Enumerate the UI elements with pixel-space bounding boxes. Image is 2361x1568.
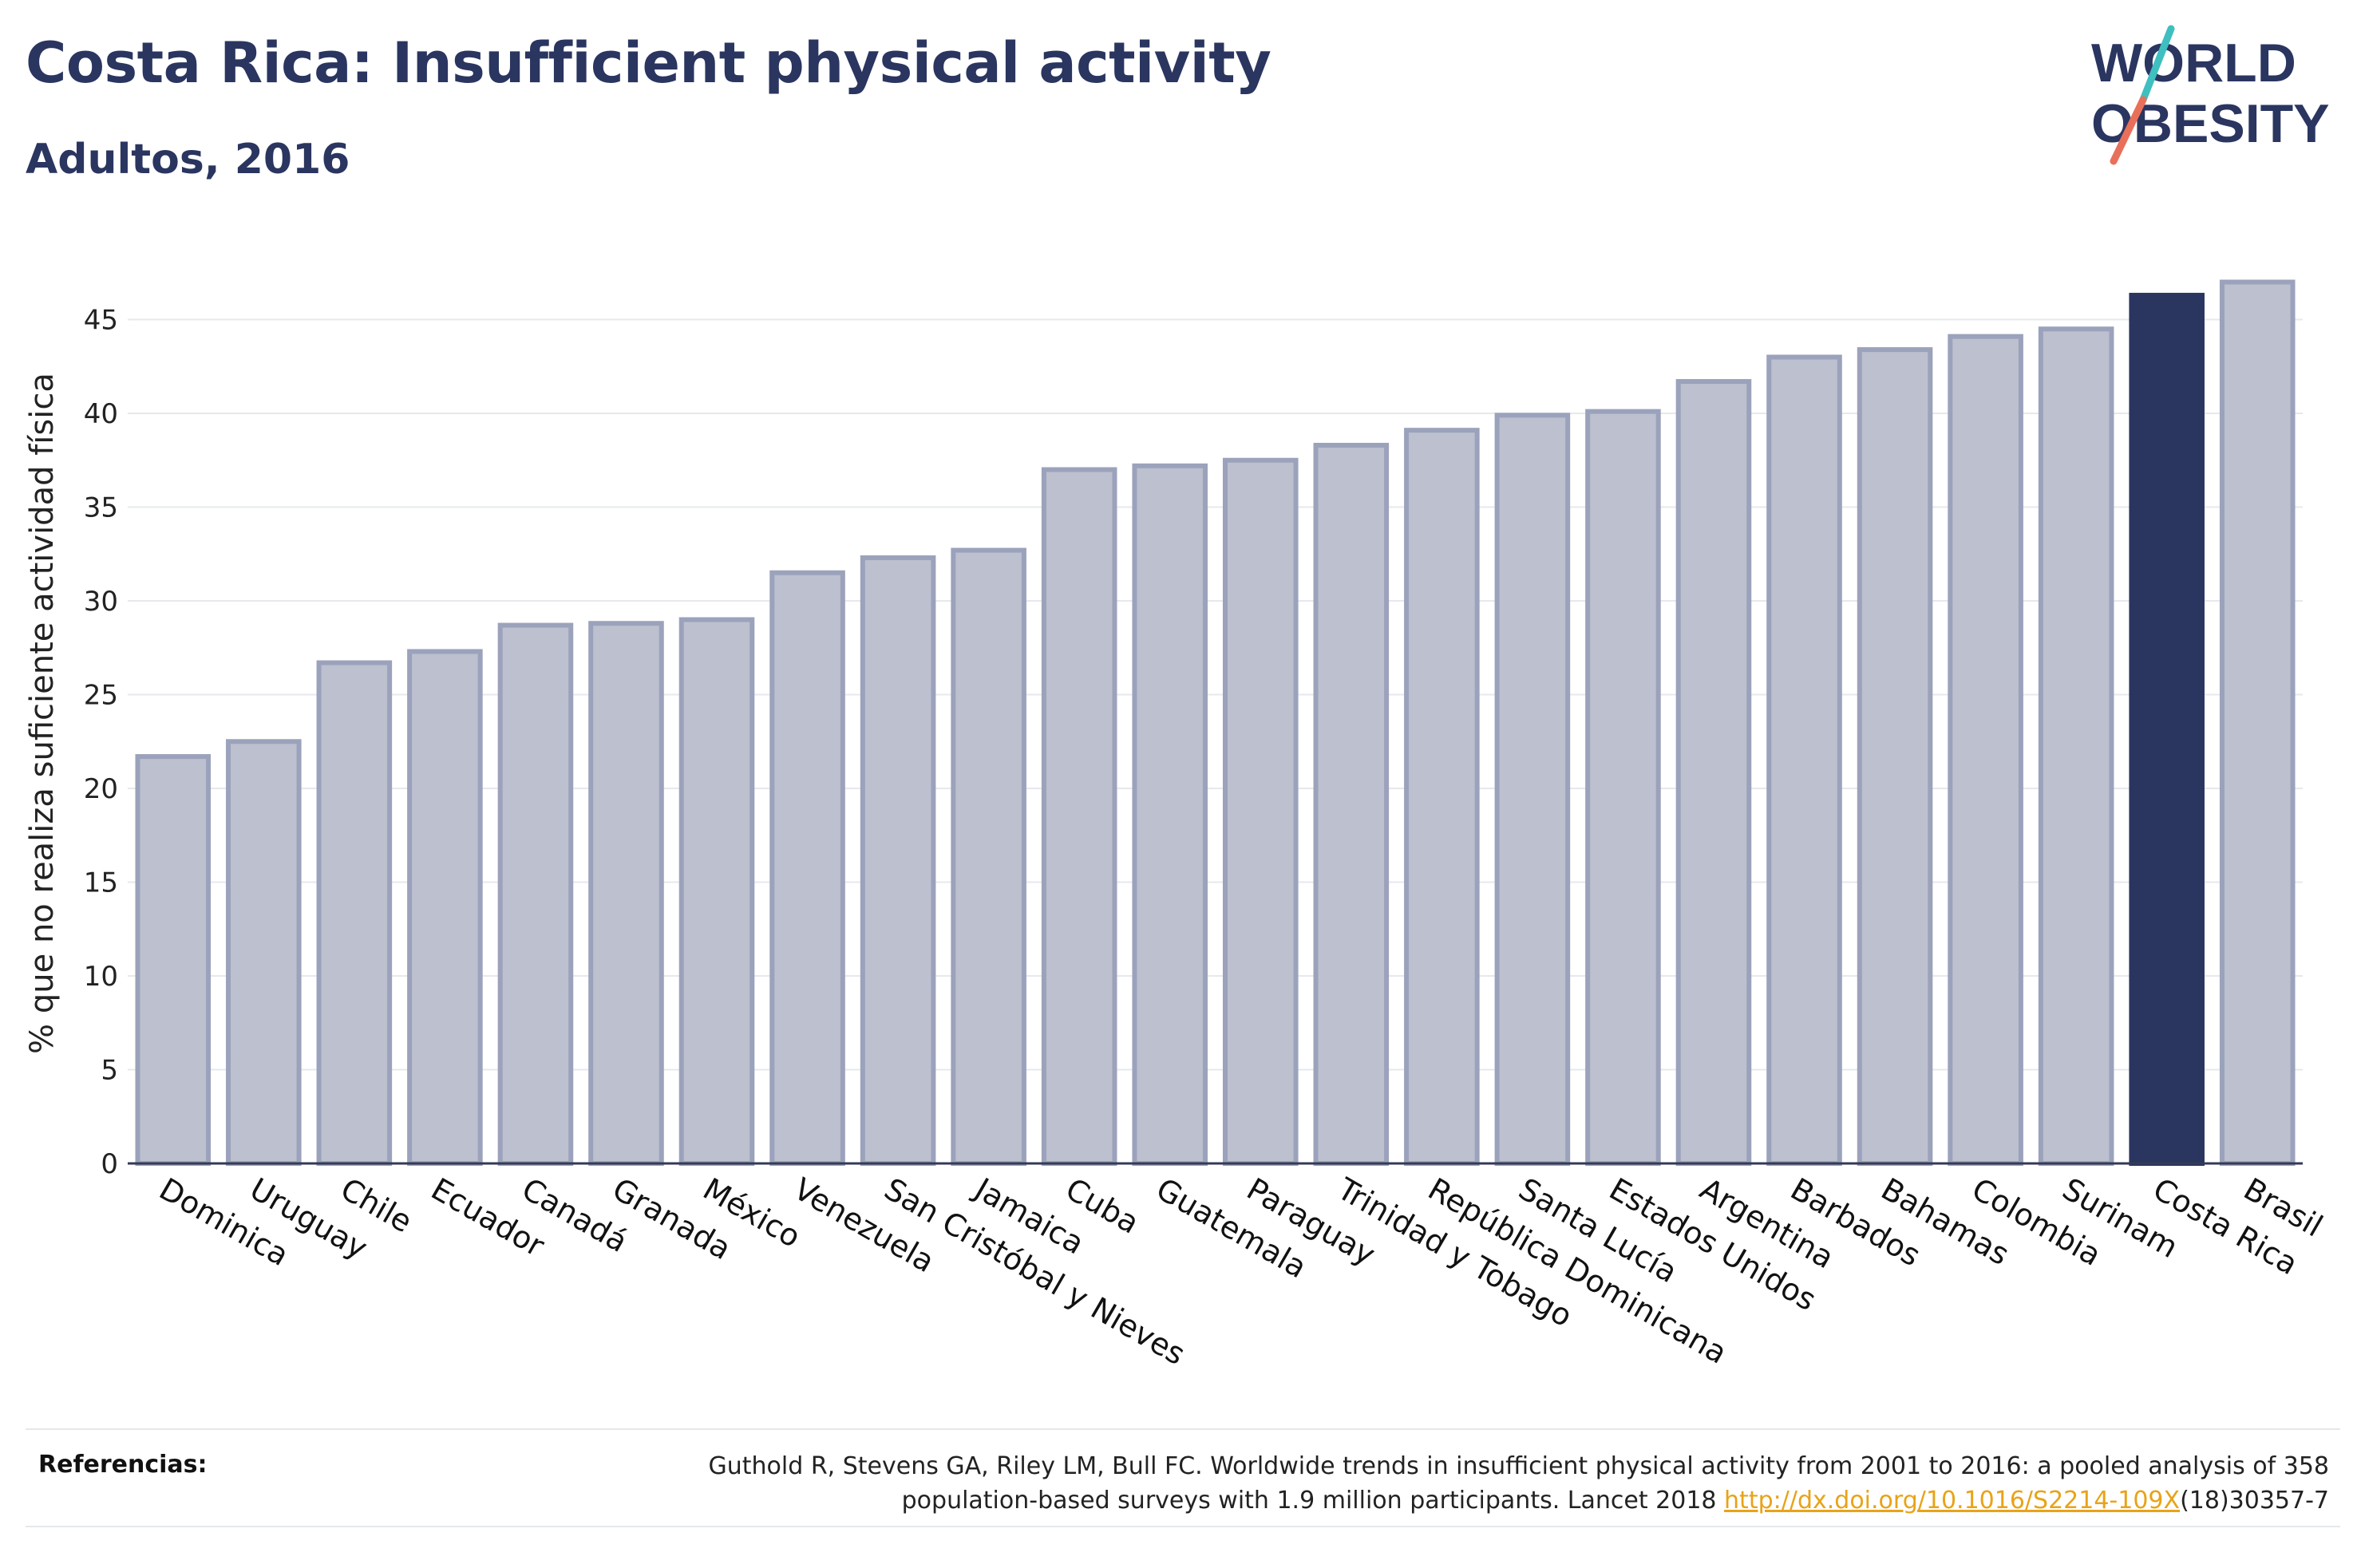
reference-citation-line-1: Guthold R, Stevens GA, Riley LM, Bull FC… (708, 1452, 2329, 1480)
y-tick-label: 40 (84, 398, 118, 430)
world-obesity-logo: WORLD OBESITY (2091, 25, 2330, 165)
footer-divider-bottom (26, 1526, 2340, 1527)
bar-colombia[interactable] (1948, 334, 2023, 1166)
reference-doi-suffix: (18)30357-7 (2180, 1487, 2329, 1515)
bar-surinam[interactable] (2038, 326, 2114, 1166)
chart-title: Costa Rica: Insufficient physical activi… (26, 30, 1271, 96)
reference-citation-line-2: population-based surveys with 1.9 millio… (901, 1487, 1717, 1515)
bar-paraguay[interactable] (1222, 457, 1299, 1166)
bar-bahamas[interactable] (1857, 347, 1933, 1167)
logo-slash-teal (2139, 25, 2175, 104)
y-tick-label: 20 (84, 773, 118, 805)
y-tick-label: 15 (84, 867, 118, 899)
bars-layer (135, 279, 2296, 1167)
bar-jamaica[interactable] (951, 547, 1026, 1166)
bar-santa-luc-a[interactable] (1494, 413, 1571, 1166)
bar-argentina[interactable] (1675, 379, 1752, 1166)
bar-canad-[interactable] (497, 622, 574, 1166)
bar-estados-unidos[interactable] (1585, 409, 1661, 1166)
bar-rep-blica-dominicana[interactable] (1404, 428, 1480, 1166)
y-tick-label: 10 (84, 961, 118, 993)
bar-barbados[interactable] (1766, 354, 1842, 1166)
footer-divider-top (26, 1428, 2340, 1430)
y-tick-label: 25 (84, 680, 118, 712)
bar-costa-rica[interactable] (2129, 292, 2205, 1167)
y-tick-label: 35 (84, 492, 118, 524)
bar-dominica[interactable] (135, 754, 212, 1166)
bar-cuba[interactable] (1041, 467, 1117, 1166)
bar-uruguay[interactable] (226, 739, 302, 1166)
bar-granada[interactable] (588, 621, 664, 1166)
y-axis-title: % que no realiza suficiente actividad fí… (24, 373, 61, 1054)
bar-brasil[interactable] (2219, 279, 2296, 1166)
bar-trinidad-y-tobago[interactable] (1313, 442, 1390, 1166)
bar-san-crist-bal-y-nieves[interactable] (860, 555, 936, 1166)
logo-text-world: WORLD (2091, 33, 2296, 93)
bar-m-xico[interactable] (678, 617, 755, 1166)
bar-venezuela[interactable] (769, 570, 845, 1166)
bar-ecuador[interactable] (407, 649, 483, 1166)
reference-doi-link[interactable]: http://dx.doi.org/10.1016/S2214-109X (1724, 1487, 2181, 1515)
grid-layer (128, 318, 2303, 1071)
references-text: Guthold R, Stevens GA, Riley LM, Bull FC… (493, 1449, 2329, 1518)
bar-chile[interactable] (316, 660, 393, 1166)
y-tick-label: 30 (84, 586, 118, 618)
chart-subtitle: Adultos, 2016 (26, 136, 350, 184)
bar-guatemala[interactable] (1132, 463, 1208, 1166)
y-tick-label: 45 (84, 305, 118, 337)
logo-slash-coral (2110, 96, 2147, 165)
y-tick-label: 5 (101, 1055, 118, 1087)
references-label: Referencias: (38, 1451, 208, 1479)
y-tick-label: 0 (101, 1148, 118, 1180)
